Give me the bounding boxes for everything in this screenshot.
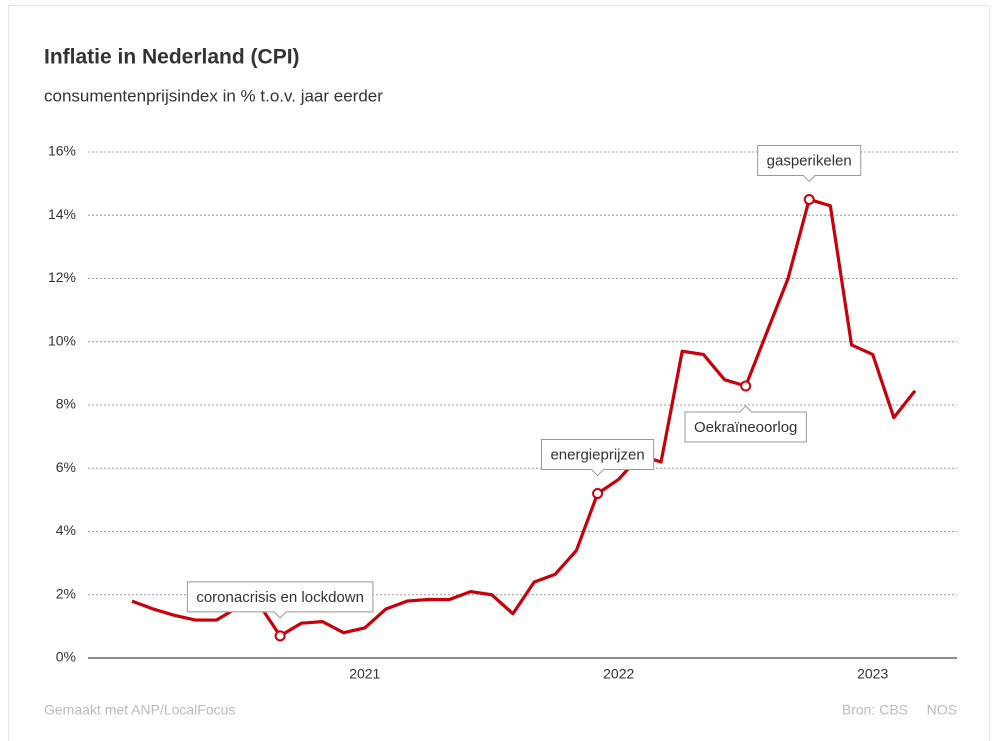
y-tick-label: 16% [48,143,76,159]
annotation-point [740,380,752,392]
footer-brand: NOS [927,702,957,718]
annotation-label: gasperikelen [767,152,852,169]
annotation: coronacrisis en lockdown [186,581,374,619]
chart-subtitle: consumentenprijsindex in % t.o.v. jaar e… [44,86,383,105]
y-tick-label: 0% [56,649,76,665]
y-tick-label: 6% [56,459,76,475]
annotation-box [684,405,807,443]
annotation-point [274,630,286,642]
annotation-box [757,144,862,183]
annotation-point [592,488,604,500]
y-tick-label: 12% [48,269,76,285]
y-tick-label: 2% [56,585,76,601]
annotation-box [540,439,655,477]
annotation: energieprijzen [540,439,655,477]
footer-source: Bron: CBS [842,702,908,718]
annotation-box [186,581,374,619]
annotation-label: coronacrisis en lockdown [196,589,364,606]
y-tick-label: 4% [56,522,76,538]
annotation-label: energieprijzen [550,447,644,464]
x-tick-label: 2023 [857,666,888,682]
y-tick-label: 8% [56,396,76,412]
footer-credit: Gemaakt met ANP/LocalFocus [44,702,235,718]
annotation-label: Oekraïneoorlog [694,419,797,436]
annotation-point [803,193,815,205]
y-tick-label: 10% [48,332,76,348]
x-tick-label: 2021 [349,666,380,682]
frame [8,5,990,741]
annotation: gasperikelen [757,144,862,183]
chart-title: Inflatie in Nederland (CPI) [44,46,300,69]
annotation: Oekraïneoorlog [684,405,807,443]
y-tick-label: 14% [48,206,76,222]
x-tick-label: 2022 [603,666,634,682]
